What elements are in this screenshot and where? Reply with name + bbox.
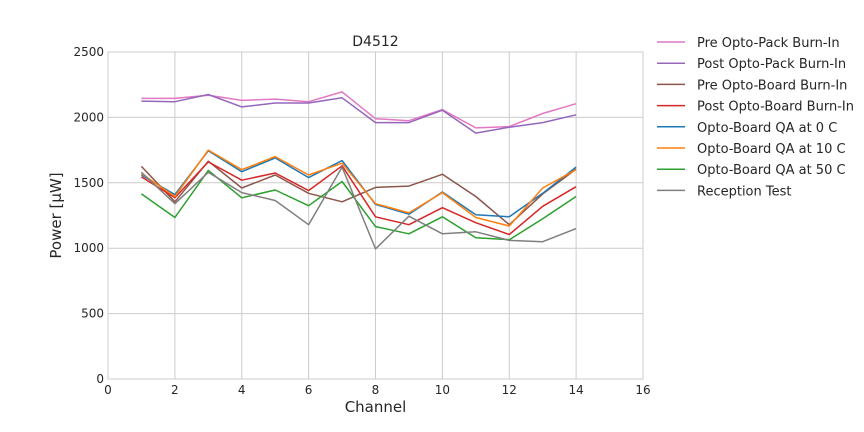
- y-tick-label: 1000: [73, 241, 104, 255]
- y-axis-title: Power [μW]: [47, 172, 65, 258]
- y-tick-label: 500: [81, 307, 104, 321]
- series-line-1: [141, 93, 577, 134]
- chart-title: D4512: [352, 34, 398, 50]
- legend: Pre Opto-Pack Burn-In Post Opto-Pack Burn…: [657, 36, 854, 199]
- x-tick-label: 8: [372, 383, 380, 397]
- x-axis-title: Channel: [345, 398, 407, 416]
- x-tick-label: 4: [238, 383, 246, 397]
- legend-label: Pre Opto-Pack Burn-In: [697, 36, 840, 51]
- series-lines: [140, 91, 577, 250]
- x-tick-label: 10: [435, 383, 450, 397]
- y-tick-labels: 0 500 1000 1500 2000 2500: [73, 45, 104, 386]
- legend-label: Opto-Board QA at 0 C: [697, 121, 837, 136]
- x-tick-label: 16: [635, 383, 650, 397]
- x-tick-label: 2: [171, 383, 179, 397]
- series-line-5: [140, 149, 577, 227]
- y-tick-label: 0: [96, 372, 104, 386]
- y-tick-label: 2500: [73, 45, 104, 59]
- series-line-3: [141, 161, 577, 236]
- y-tick-label: 1500: [73, 176, 104, 190]
- series-line-6: [140, 169, 577, 241]
- plot-area-frame: [107, 51, 644, 380]
- legend-label: Opto-Board QA at 50 C: [697, 163, 846, 178]
- x-tick-label: 6: [305, 383, 313, 397]
- legend-label: Post Opto-Board Burn-In: [697, 100, 854, 115]
- legend-label: Pre Opto-Board Burn-In: [697, 78, 847, 93]
- x-tick-label: 0: [104, 383, 112, 397]
- x-tick-labels: 0 2 4 6 8 10 12 14 16: [104, 383, 650, 397]
- x-tick-label: 14: [568, 383, 583, 397]
- x-tick-label: 12: [502, 383, 517, 397]
- series-line-7: [140, 166, 577, 250]
- legend-label: Opto-Board QA at 10 C: [697, 142, 846, 157]
- y-tick-label: 2000: [73, 110, 104, 124]
- legend-label: Post Opto-Pack Burn-In: [697, 57, 846, 72]
- legend-label: Reception Test: [697, 184, 791, 199]
